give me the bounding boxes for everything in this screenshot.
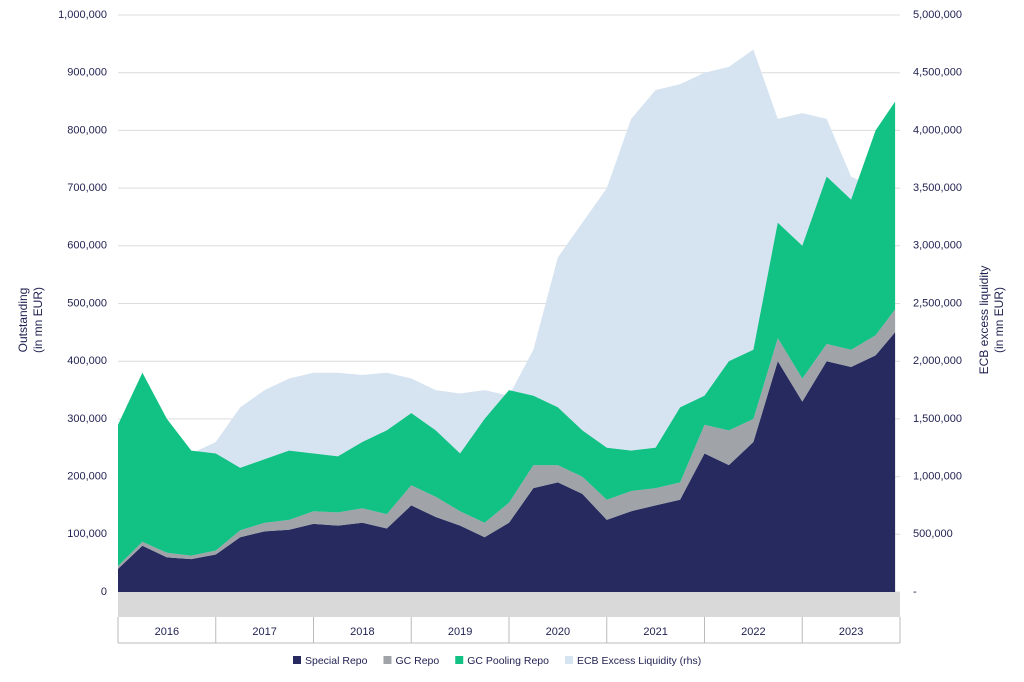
area-2: [118, 101, 896, 566]
legend-swatch: [383, 656, 392, 664]
y2-tick-label: 4,000,000: [913, 124, 962, 136]
x-tick-label: 2019: [448, 626, 472, 638]
y-tick-label: 100,000: [67, 528, 107, 540]
y-tick-label: 1,000,000: [58, 9, 107, 21]
legend-label: Special Repo: [305, 655, 368, 667]
y2-tick-label: 1,500,000: [913, 413, 962, 425]
y-tick-label: 800,000: [67, 124, 107, 136]
x-tick-label: 2020: [546, 626, 570, 638]
x-tick-label: 2021: [643, 626, 667, 638]
x-tick-label: 2018: [350, 626, 374, 638]
y2-tick-label: 3,000,000: [913, 240, 962, 252]
legend-label: GC Repo: [395, 655, 439, 667]
y-tick-label: 300,000: [67, 413, 107, 425]
y2-tick-label: 3,500,000: [913, 182, 962, 194]
legend-swatch: [455, 656, 464, 664]
y-axis-title: Outstanding: [16, 288, 30, 353]
y-tick-label: 400,000: [67, 355, 107, 367]
y2-tick-label: 500,000: [913, 528, 953, 540]
y-tick-label: 700,000: [67, 182, 107, 194]
area-0: [118, 332, 896, 592]
y-tick-label: 200,000: [67, 471, 107, 483]
area-1: [118, 309, 896, 569]
y-tick-label: 900,000: [67, 67, 107, 79]
legend-label: ECB Excess Liquidity (rhs): [577, 655, 701, 667]
y2-axis-title: ECB excess liquidity: [977, 266, 991, 375]
x-tick-label: 2022: [741, 626, 765, 638]
x-tick-label: 2023: [839, 626, 863, 638]
y-tick-label: 500,000: [67, 297, 107, 309]
y-tick-label: 600,000: [67, 240, 107, 252]
y2-axis-title: (in mn EUR): [992, 287, 1006, 353]
y2-tick-label: 2,000,000: [913, 355, 962, 367]
y2-tick-label: 5,000,000: [913, 9, 962, 21]
y2-tick-label: 2,500,000: [913, 297, 962, 309]
legend-swatch: [293, 656, 301, 664]
y2-tick-label: 4,500,000: [913, 67, 962, 79]
x-tick-label: 2016: [155, 626, 179, 638]
y-axis-title: (in mn EUR): [31, 287, 45, 353]
legend-swatch: [564, 656, 573, 664]
axis-band: [118, 592, 900, 617]
legend-label: GC Pooling Repo: [467, 655, 549, 667]
y2-tick-label: 1,000,000: [913, 471, 962, 483]
y2-tick-label: -: [913, 586, 917, 598]
x-tick-label: 2017: [252, 626, 276, 638]
y-tick-label: 0: [101, 586, 107, 598]
